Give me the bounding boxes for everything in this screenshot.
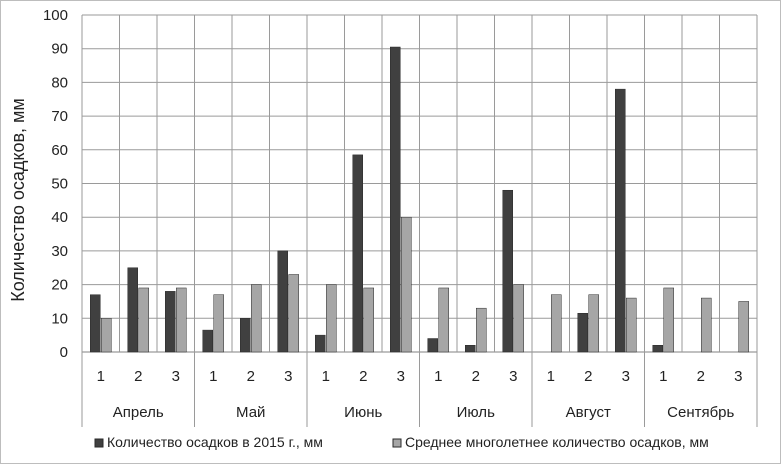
- bar-2015: [202, 329, 213, 353]
- y-tick-labels: 0 10 20 30 40 50 60 70 80 90 100: [43, 7, 68, 361]
- y-axis-label: Количество осадков, мм: [8, 98, 28, 302]
- y-tick-label: 50: [51, 176, 68, 193]
- decade-label: 1: [659, 368, 667, 385]
- bar-average: [438, 287, 449, 353]
- decade-label: 2: [472, 368, 480, 385]
- decade-label: 2: [247, 368, 255, 385]
- bar-average: [288, 274, 299, 353]
- legend-label-2015: Количество осадков в 2015 г., мм: [107, 434, 323, 450]
- bar-average: [326, 284, 337, 353]
- decade-label: 1: [434, 368, 442, 385]
- bar-average: [588, 294, 599, 353]
- bar-2015: [652, 345, 663, 353]
- grid-lines: [81, 14, 758, 427]
- bar-2015: [315, 334, 326, 353]
- legend-label-average: Среднее многолетнее количество осадков, …: [405, 434, 709, 450]
- decade-label: 3: [172, 368, 180, 385]
- bar-average: [401, 216, 412, 353]
- decade-label: 1: [322, 368, 330, 385]
- bar-2015: [277, 250, 288, 353]
- bar-average: [738, 301, 749, 353]
- decade-label: 1: [547, 368, 555, 385]
- y-tick-label: 70: [51, 108, 68, 125]
- y-tick-label: 40: [51, 209, 68, 226]
- bar-average: [663, 287, 674, 353]
- y-tick-label: 10: [51, 310, 68, 327]
- bar-average: [626, 297, 637, 353]
- month-label: Апрель: [113, 404, 164, 421]
- legend: Количество осадков в 2015 г., мм Среднее…: [94, 434, 709, 450]
- decade-label: 2: [584, 368, 592, 385]
- bar-2015: [127, 267, 138, 353]
- decade-label: 1: [209, 368, 217, 385]
- month-label: Июль: [457, 404, 495, 421]
- bar-average: [476, 307, 487, 353]
- bar-average: [551, 294, 562, 353]
- decade-label: 2: [134, 368, 142, 385]
- y-tick-label: 100: [43, 7, 68, 24]
- month-label: Май: [236, 404, 265, 421]
- bar-2015: [427, 338, 438, 353]
- bar-average: [251, 284, 262, 353]
- month-label: Август: [566, 404, 611, 421]
- month-label: Июнь: [344, 404, 382, 421]
- bar-2015: [615, 88, 626, 353]
- legend-swatch-2015: [94, 438, 104, 448]
- bar-2015: [502, 189, 513, 353]
- decade-label: 3: [622, 368, 630, 385]
- bar-2015: [577, 312, 588, 353]
- decade-label: 3: [509, 368, 517, 385]
- y-tick-label: 30: [51, 243, 68, 260]
- bar-average: [363, 287, 374, 353]
- bars-group: [90, 46, 749, 353]
- bar-average: [176, 287, 187, 353]
- bar-average: [513, 284, 524, 353]
- decade-label: 1: [97, 368, 105, 385]
- bar-2015: [90, 294, 101, 353]
- decade-label: 3: [397, 368, 405, 385]
- bar-average: [213, 294, 224, 353]
- decade-label: 2: [359, 368, 367, 385]
- decade-label: 3: [284, 368, 292, 385]
- bar-2015: [390, 46, 401, 353]
- y-tick-label: 90: [51, 41, 68, 58]
- decade-label: 2: [697, 368, 705, 385]
- month-label: Сентябрь: [667, 404, 734, 421]
- bar-average: [138, 287, 149, 353]
- bar-average: [701, 297, 712, 353]
- bar-average: [101, 318, 112, 353]
- bar-2015: [465, 345, 476, 353]
- bar-2015: [352, 154, 363, 353]
- x-tick-labels: 1 2 3 1 2 3 1 2 3 1 2 3 1 2 3 1 2 3 Апрель Май Июнь Июль Авгус…: [97, 368, 743, 421]
- bar-2015: [240, 318, 251, 353]
- y-tick-label: 0: [60, 344, 68, 361]
- y-tick-label: 80: [51, 74, 68, 91]
- bar-2015: [165, 291, 176, 353]
- y-tick-label: 20: [51, 277, 68, 294]
- legend-swatch-average: [392, 438, 402, 448]
- y-tick-label: 60: [51, 142, 68, 159]
- decade-label: 3: [734, 368, 742, 385]
